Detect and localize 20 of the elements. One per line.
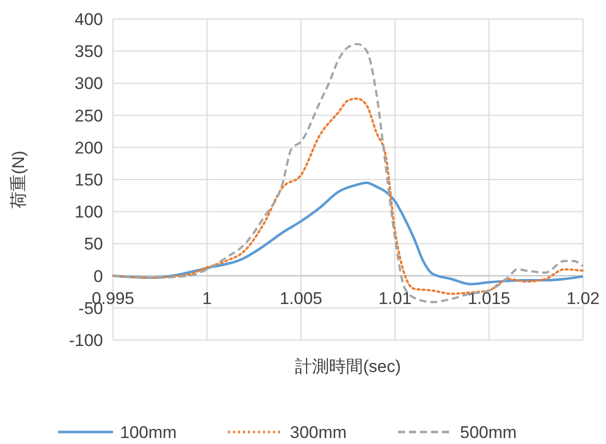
x-tick-label: 1 (202, 288, 212, 308)
x-axis-title: 計測時間(sec) (295, 357, 401, 376)
legend-label: 500mm (460, 422, 517, 442)
y-tick-label: 200 (74, 138, 103, 158)
legend-label: 300mm (290, 422, 347, 442)
legend-label: 100mm (120, 422, 177, 442)
y-tick-label: 100 (74, 202, 103, 222)
x-tick-label: 1.02 (566, 288, 600, 308)
x-tick-label: 1.01 (378, 288, 412, 308)
x-tick-label: 1.015 (468, 288, 510, 308)
y-tick-label: 300 (74, 74, 103, 94)
y-tick-label: 350 (74, 42, 103, 62)
x-tick-label: 1.005 (280, 288, 322, 308)
y-tick-label: 0 (94, 266, 103, 286)
y-tick-label: -100 (68, 330, 103, 350)
y-tick-label: 50 (84, 234, 103, 254)
y-tick-label: 250 (74, 106, 103, 126)
y-tick-label: 400 (74, 10, 103, 29)
y-axis-title: 荷重(N) (9, 150, 28, 208)
y-tick-label: 150 (74, 170, 103, 190)
